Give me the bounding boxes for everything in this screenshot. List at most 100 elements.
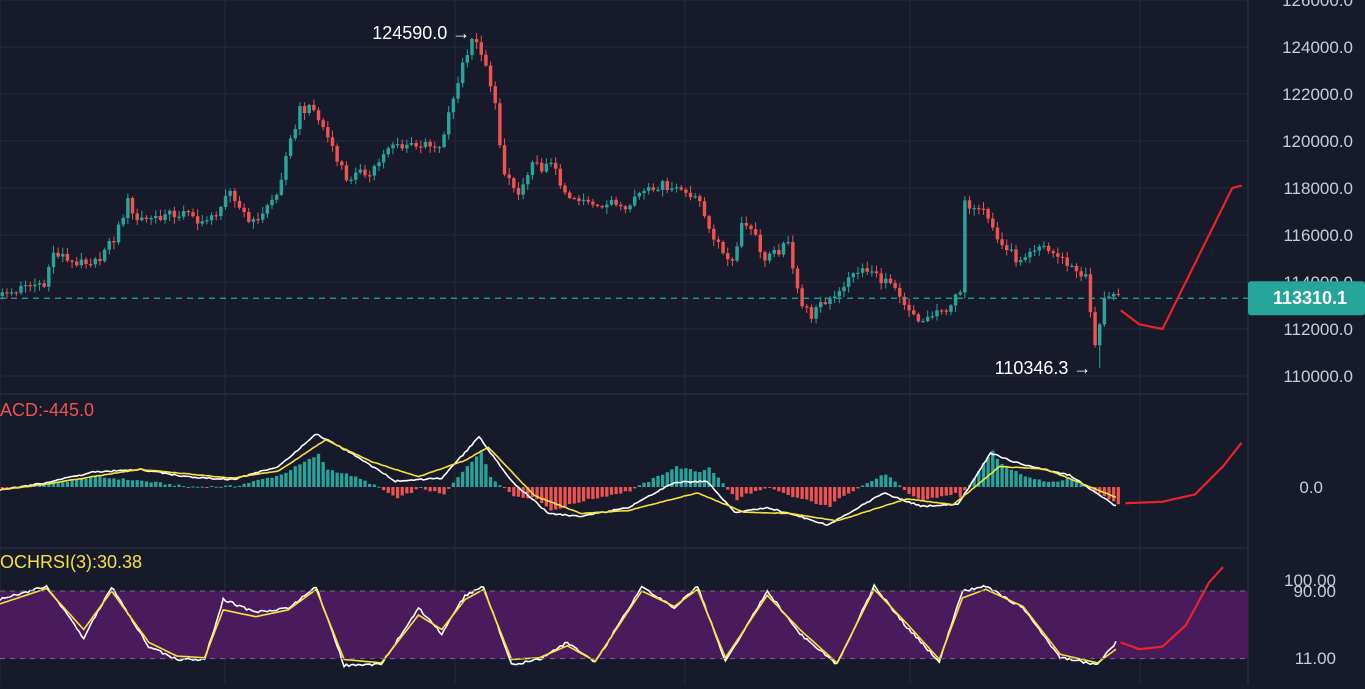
macd-bar — [61, 481, 65, 487]
macd-bar — [628, 487, 632, 492]
candle — [893, 279, 897, 291]
macd-bar — [767, 487, 772, 488]
macd-bar — [279, 474, 283, 487]
candle — [837, 287, 842, 304]
macd-bar — [493, 481, 497, 487]
candle — [744, 216, 749, 230]
candle — [158, 209, 163, 222]
price-tick-label: 112000.0 — [1283, 320, 1353, 339]
candle — [809, 304, 814, 323]
price-panel[interactable]: 126000.0 124000.0 122000.0 120000.0 118000.0… — [0, 0, 1365, 386]
candle — [28, 281, 32, 292]
macd-bar — [898, 485, 902, 487]
macd-bar — [600, 487, 604, 497]
candle — [233, 188, 237, 208]
macd-bar — [1116, 487, 1120, 505]
candle — [1028, 247, 1032, 264]
macd-bar — [819, 487, 823, 505]
macd-bar — [140, 480, 144, 487]
macd-bar — [144, 481, 149, 487]
candle — [9, 288, 14, 296]
macd-bar — [884, 474, 888, 487]
candle — [670, 181, 674, 193]
macd-bar — [981, 463, 986, 487]
candle — [5, 288, 9, 299]
candle — [581, 193, 586, 206]
candle — [284, 151, 288, 186]
macd-bar — [112, 478, 116, 487]
candle — [1014, 244, 1018, 267]
macd-bar — [1019, 474, 1023, 487]
candle — [274, 193, 279, 204]
candle — [912, 305, 916, 316]
candle — [423, 138, 428, 150]
price-tick-label: 118000.0 — [1283, 179, 1353, 198]
macd-bar — [154, 481, 158, 487]
macd-bar — [772, 487, 776, 490]
candle — [98, 252, 102, 266]
candle — [958, 289, 962, 297]
candle — [1093, 306, 1097, 348]
candle — [977, 204, 981, 215]
candle — [93, 256, 98, 268]
macd-bar — [916, 487, 920, 499]
candle — [544, 158, 549, 173]
macd-bar — [642, 482, 646, 487]
candle — [149, 215, 153, 225]
candle — [721, 240, 725, 255]
macd-label: ACD:-445.0 — [0, 400, 94, 420]
candle — [460, 57, 465, 88]
macd-bar — [149, 482, 153, 487]
candle — [107, 238, 111, 255]
macd-bar — [805, 487, 809, 500]
candle — [386, 146, 390, 158]
candle — [1116, 288, 1121, 297]
macd-bar — [177, 484, 181, 487]
candle — [1088, 267, 1093, 318]
candle — [65, 247, 70, 263]
macd-bar — [340, 473, 344, 487]
candle — [163, 209, 167, 224]
macd-bar — [1107, 487, 1111, 500]
candle — [814, 304, 818, 324]
price-forecast-line — [1120, 184, 1242, 331]
candle — [130, 196, 135, 220]
macd-bar — [935, 487, 939, 498]
candle — [716, 236, 721, 249]
macd-bar — [1074, 482, 1079, 487]
macd-bar — [1042, 481, 1046, 487]
macd-bar — [242, 483, 246, 487]
macd-bar — [535, 487, 539, 500]
macd-bar — [907, 487, 911, 495]
macd-bar — [809, 487, 814, 502]
macd-bar — [512, 487, 516, 497]
macd-bar — [893, 481, 897, 487]
macd-bar — [461, 471, 465, 487]
macd-bar — [847, 487, 851, 494]
macd-bar — [870, 481, 874, 487]
macd-bar — [475, 456, 479, 487]
candle — [507, 167, 511, 186]
macd-bar — [665, 472, 669, 487]
macd-bar — [223, 485, 228, 487]
macd-bar — [330, 470, 335, 487]
macd-bar — [995, 458, 1000, 487]
candle — [860, 263, 865, 278]
candle — [121, 214, 125, 228]
macd-bar — [135, 480, 139, 487]
candle — [786, 235, 790, 246]
candle — [279, 172, 284, 196]
last-price-badge-box — [1248, 281, 1365, 316]
candle — [219, 205, 223, 221]
macd-bar — [386, 487, 390, 493]
macd-bar — [302, 461, 307, 487]
candle — [135, 208, 139, 225]
macd-bar — [126, 480, 130, 487]
macd-line — [0, 433, 1117, 526]
macd-panel[interactable]: 0.0 ACD:-445.0 — [0, 400, 1323, 526]
candle — [186, 209, 191, 217]
macd-bar — [721, 483, 725, 487]
candle — [47, 264, 51, 292]
